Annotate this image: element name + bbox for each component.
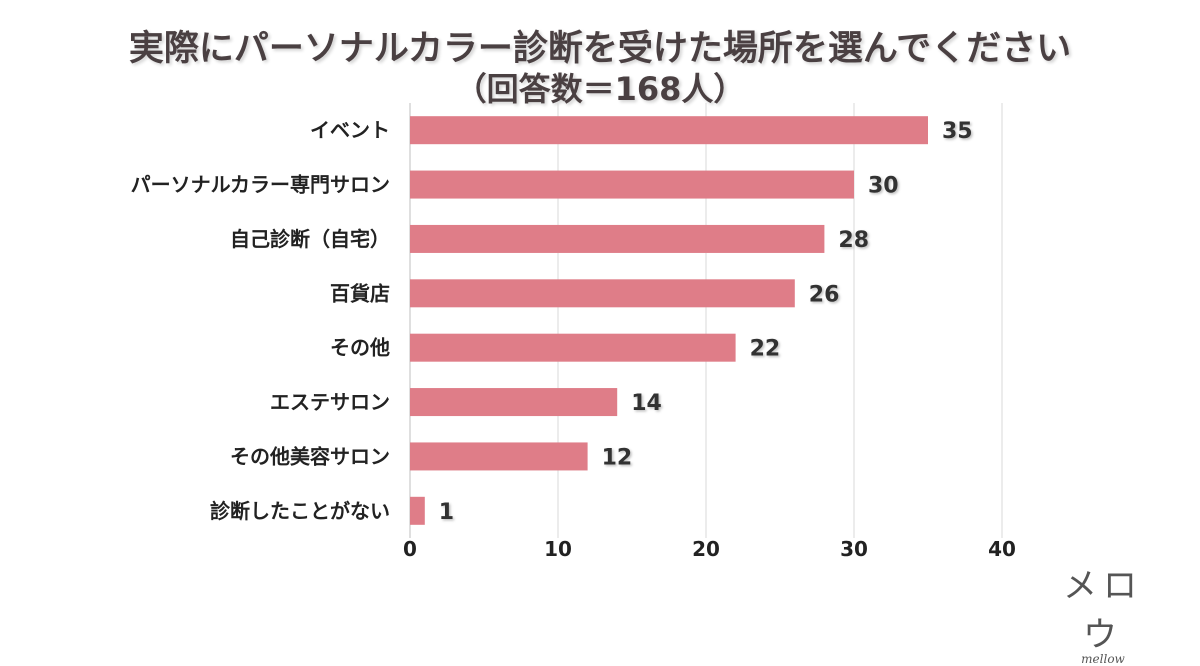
value-label: 35: [942, 119, 973, 144]
value-label: 28: [838, 228, 869, 253]
value-label: 26: [809, 282, 840, 307]
value-label: 30: [868, 174, 899, 199]
logo-japanese: メロウ: [1063, 566, 1143, 655]
value-label: 12: [602, 445, 633, 470]
bar: [410, 279, 795, 308]
bar: [410, 170, 854, 199]
logo-english: mellow: [1081, 652, 1125, 666]
bar: [410, 442, 588, 471]
category-label: その他美容サロン: [230, 444, 390, 468]
x-tick-label: 40: [988, 537, 1016, 561]
chart-title: 実際にパーソナルカラー診断を受けた場所を選んでください: [128, 29, 1072, 69]
category-label: 診断したことがない: [210, 499, 390, 523]
bar-chart: 0 10 20 30 40 イベント 35 パーソナルカラー専門サロン 30 自己診断（自宅） 28…: [131, 103, 1016, 561]
bar: [410, 224, 825, 253]
x-tick-label: 0: [403, 537, 417, 561]
x-tick-label: 30: [840, 537, 868, 561]
value-label: 1: [439, 500, 454, 525]
x-tick-label: 10: [544, 537, 572, 561]
mellow-logo: メロウ mellow: [1048, 558, 1158, 666]
value-label: 14: [631, 391, 662, 416]
bar: [410, 388, 618, 417]
category-label: 自己診断（自宅）: [230, 227, 390, 251]
category-label: エステサロン: [270, 390, 390, 414]
category-label: その他: [330, 336, 390, 360]
bar: [410, 496, 425, 525]
category-label: パーソナルカラー専門サロン: [131, 173, 390, 197]
chart-subtitle: （回答数＝168人）: [454, 70, 746, 108]
bar: [410, 116, 928, 145]
category-label: 百貨店: [330, 281, 390, 305]
category-label: イベント: [310, 118, 390, 142]
x-tick-label: 20: [692, 537, 720, 561]
bar: [410, 333, 736, 362]
value-label: 22: [750, 337, 781, 362]
